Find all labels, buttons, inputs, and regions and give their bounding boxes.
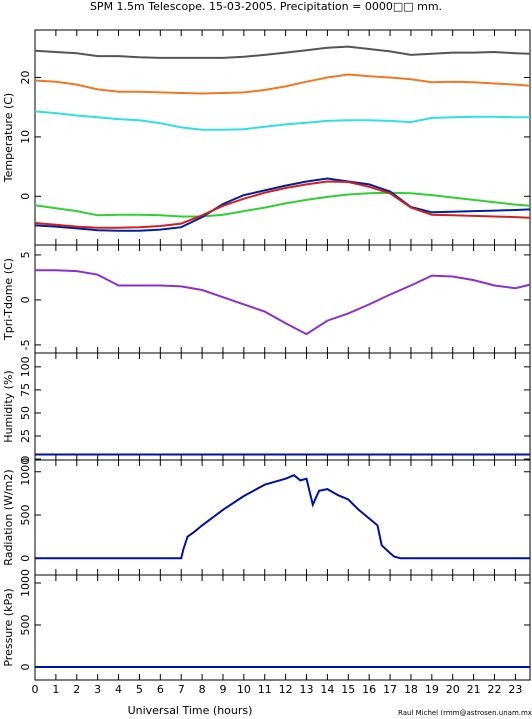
y-tick-label: 0: [19, 296, 32, 303]
data-line: [34, 177, 531, 232]
x-tick-label: 0: [32, 683, 39, 696]
x-tick-label: 15: [341, 683, 355, 696]
y-tick-label: 50: [19, 406, 32, 420]
x-tick-label: 3: [94, 683, 101, 696]
y-tick-label: 10: [19, 130, 32, 144]
y-axis-label: Tpri-Tdome (C): [2, 258, 15, 341]
x-tick-label: 6: [157, 683, 164, 696]
panel-frame: [34, 244, 531, 354]
x-tick-label: 14: [320, 683, 334, 696]
x-tick-label: 7: [178, 683, 185, 696]
data-line: [34, 110, 530, 131]
data-line: [35, 269, 531, 336]
data-line: [34, 191, 531, 218]
x-tick-label: 22: [487, 683, 501, 696]
x-tick-label: 19: [425, 683, 439, 696]
y-tick-label: 0: [19, 193, 32, 200]
x-tick-label: 23: [508, 683, 522, 696]
y-tick-label: 1000: [19, 458, 32, 486]
x-tick-label: 18: [404, 683, 418, 696]
x-tick-label: 2: [73, 683, 80, 696]
credit: Raul Michel (rmm@astrosen.unam.mx): [398, 709, 532, 717]
x-tick-label: 1: [52, 683, 59, 696]
y-tick-label: 20: [19, 71, 32, 85]
y-axis-label: Temperature (C): [2, 93, 15, 183]
y-tick-label: 5: [19, 251, 32, 258]
chart-title: SPM 1.5m Telescope. 15-03-2005. Precipit…: [90, 0, 442, 13]
y-axis-label: Humidity (%): [2, 370, 15, 442]
x-tick-label: 17: [383, 683, 397, 696]
y-tick-label: 0: [19, 663, 32, 670]
y-axis-label: Pressure (kPa): [2, 588, 15, 666]
y-tick-label: 100: [19, 356, 32, 377]
x-tick-label: 16: [362, 683, 376, 696]
x-tick-label: 12: [279, 683, 293, 696]
data-line: [34, 73, 531, 95]
y-tick-label: 25: [19, 429, 32, 443]
y-tick-label: 0: [19, 555, 32, 562]
x-tick-label: 4: [115, 683, 122, 696]
y-tick-label: 0: [19, 456, 32, 463]
data-line: [34, 180, 531, 229]
y-tick-label: 500: [19, 505, 32, 526]
data-line: [34, 45, 531, 59]
y-tick-label: 1000: [19, 569, 32, 597]
y-tick-label: -5: [19, 339, 32, 350]
x-tick-label: 21: [467, 683, 481, 696]
panel-frame: [34, 574, 531, 681]
x-tick-label: 13: [300, 683, 314, 696]
x-tick-label: 5: [136, 683, 143, 696]
x-tick-label: 10: [237, 683, 251, 696]
x-tick-label: 9: [219, 683, 226, 696]
panel-frame: [34, 352, 531, 461]
x-tick-label: 8: [199, 683, 206, 696]
y-tick-label: 500: [19, 614, 32, 635]
x-tick-label: 11: [258, 683, 272, 696]
data-line: [35, 474, 530, 560]
panel-frame: [34, 29, 531, 246]
y-tick-label: 75: [19, 383, 32, 397]
y-axis-label: Radiation (W/m2): [2, 469, 15, 565]
x-tick-label: 20: [446, 683, 460, 696]
x-axis-label: Universal Time (hours): [128, 704, 253, 717]
